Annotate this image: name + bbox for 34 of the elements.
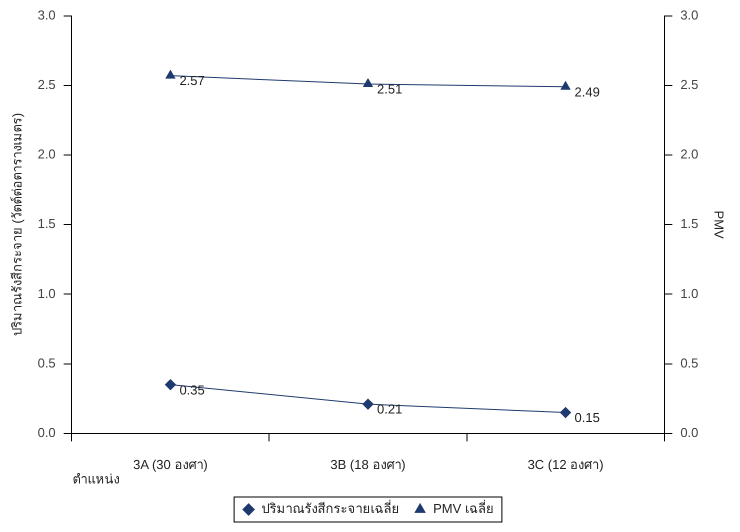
point [362, 398, 374, 410]
x-axis-title: ตำแหน่ง [72, 471, 120, 486]
y2-tick-label: 0.5 [680, 355, 698, 370]
y2-tick-label: 0.0 [680, 424, 698, 440]
point [560, 407, 572, 418]
point [166, 70, 176, 79]
y-tick-label: 1.0 [38, 286, 56, 301]
point [560, 81, 570, 90]
legend-label: PMV เฉลี่ย [433, 500, 494, 516]
y2-tick-label: 2.0 [680, 146, 698, 162]
data-label: 2.57 [179, 73, 205, 88]
y-tick-label: 0.0 [38, 424, 56, 440]
x-tick-label: 3B (18 องศา) [330, 456, 406, 472]
point [363, 78, 373, 88]
data-label: 0.15 [574, 410, 600, 426]
y-tick-label: 1.5 [38, 216, 56, 232]
y2-tick-label: 1.0 [680, 286, 698, 301]
x-tick-label: 3C (12 องศา) [528, 456, 604, 472]
y-tick-label: 2.0 [38, 146, 56, 162]
y-axis-title: ปริมาณรังสีกระจาย (วัตต์ต่อตารางเมตร) [9, 112, 24, 336]
y2-tick-label: 1.5 [680, 216, 698, 232]
x-tick-label: 3A (30 องศา) [133, 456, 208, 472]
data-label: 2.51 [377, 82, 402, 97]
y-tick-label: 3.0 [38, 7, 56, 22]
legend-label: ปริมาณรังสีกระจายเฉลี่ย [262, 500, 400, 516]
data-label: 2.49 [574, 84, 600, 100]
y2-tick-label: 2.5 [680, 76, 698, 92]
data-label: 0.21 [377, 402, 402, 417]
data-label: 0.35 [179, 382, 205, 398]
point [164, 379, 176, 390]
y-tick-label: 0.5 [38, 355, 56, 370]
y2-axis-title: PMV [712, 210, 727, 240]
y2-tick-label: 3.0 [680, 7, 698, 22]
y-tick-label: 2.5 [38, 76, 56, 92]
